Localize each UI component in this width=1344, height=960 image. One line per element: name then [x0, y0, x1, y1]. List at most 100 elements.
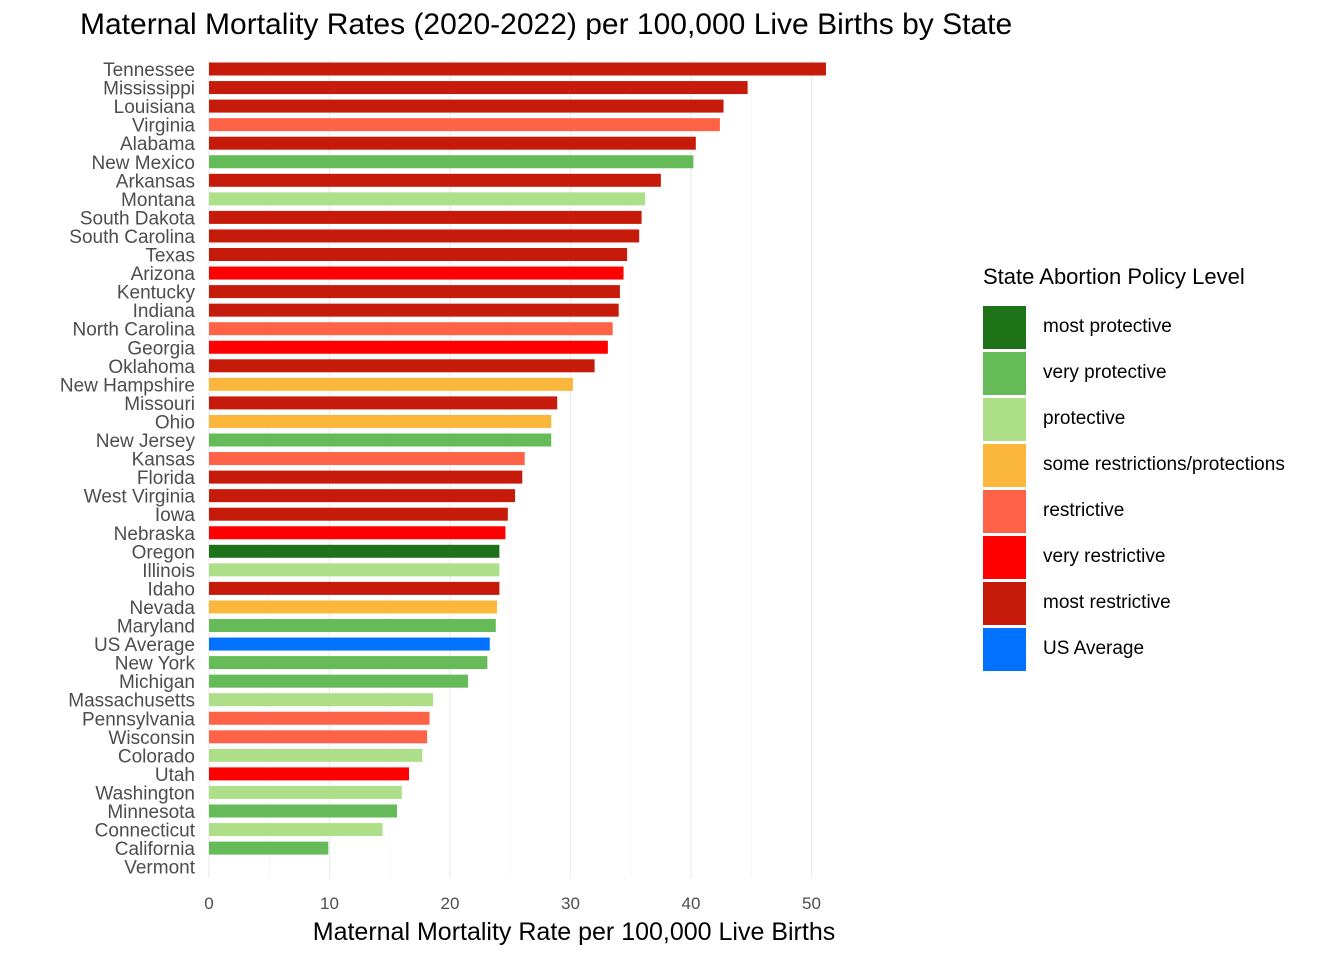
- category-label-arizona: Arizona: [131, 264, 196, 285]
- category-label-kansas: Kansas: [132, 450, 195, 471]
- category-label-south-carolina: South Carolina: [69, 227, 195, 248]
- bar-us-average: [209, 637, 490, 651]
- category-label-montana: Montana: [121, 190, 195, 211]
- legend-swatch: [983, 305, 1026, 349]
- bar-nevada: [209, 600, 497, 614]
- legend-swatch: [983, 351, 1026, 395]
- x-tick-label: 0: [204, 894, 213, 913]
- category-label-mississippi: Mississippi: [103, 79, 195, 100]
- bar-michigan: [209, 674, 469, 688]
- x-tick-label: 10: [320, 894, 339, 913]
- bar-california: [209, 841, 329, 855]
- x-tick-labels: 0 10 20 30 40 50: [204, 894, 821, 913]
- bar-texas: [209, 248, 628, 261]
- category-label-oregon: Oregon: [132, 542, 195, 563]
- legend-swatch: [983, 535, 1026, 579]
- legend-label: restrictive: [1043, 500, 1125, 521]
- category-label-virginia: Virginia: [132, 116, 195, 137]
- category-label-new-jersey: New Jersey: [96, 431, 196, 452]
- bar-minnesota: [209, 804, 397, 818]
- legend-item-protective: protective: [983, 396, 1285, 442]
- legend-items: most protective very protective protective…: [983, 304, 1285, 672]
- category-label-colorado: Colorado: [118, 746, 195, 767]
- bars: [209, 62, 826, 855]
- category-label-vermont: Vermont: [124, 858, 195, 879]
- category-label-nebraska: Nebraska: [114, 524, 196, 545]
- bar-west-virginia: [209, 489, 516, 503]
- legend-label: some restrictions/protections: [1043, 454, 1285, 475]
- legend: State Abortion Policy Level most protect…: [983, 264, 1285, 672]
- legend-swatch: [983, 627, 1026, 671]
- bar-ohio: [209, 414, 552, 428]
- bar-wisconsin: [209, 730, 428, 744]
- bar-oklahoma: [209, 359, 595, 373]
- category-label-arkansas: Arkansas: [116, 171, 195, 192]
- category-label-tennessee: Tennessee: [103, 60, 195, 81]
- bar-utah: [209, 767, 410, 781]
- category-label-minnesota: Minnesota: [107, 802, 195, 823]
- category-label-michigan: Michigan: [119, 672, 195, 693]
- bar-arizona: [209, 266, 624, 280]
- category-label-connecticut: Connecticut: [95, 821, 196, 842]
- category-label-wisconsin: Wisconsin: [108, 728, 195, 749]
- legend-swatch: [983, 443, 1026, 487]
- category-label-illinois: Illinois: [142, 561, 195, 582]
- category-label-new-york: New York: [115, 654, 196, 675]
- bar-alabama: [209, 136, 696, 150]
- category-label-indiana: Indiana: [133, 301, 196, 322]
- category-label-iowa: Iowa: [155, 505, 196, 526]
- category-label-nevada: Nevada: [130, 598, 196, 619]
- category-label-pennsylvania: Pennsylvania: [82, 709, 195, 730]
- chart-title: Maternal Mortality Rates (2020-2022) per…: [80, 8, 1013, 41]
- bar-montana: [209, 192, 646, 206]
- bar-virginia: [209, 118, 720, 132]
- bar-pennsylvania: [209, 711, 430, 725]
- bar-south-dakota: [209, 210, 642, 224]
- legend-label: very protective: [1043, 362, 1167, 383]
- category-label-georgia: Georgia: [127, 338, 195, 359]
- legend-item-very-protective: very protective: [983, 350, 1285, 396]
- category-label-massachusetts: Massachusetts: [68, 691, 195, 712]
- x-tick-label: 40: [682, 894, 701, 913]
- x-tick-label: 20: [441, 894, 460, 913]
- category-label-north-carolina: North Carolina: [73, 320, 196, 341]
- category-labels: TennesseeMississippiLouisianaVirginiaAla…: [60, 60, 196, 879]
- legend-label: most restrictive: [1043, 592, 1171, 613]
- bar-south-carolina: [209, 229, 640, 243]
- category-label-oklahoma: Oklahoma: [108, 357, 195, 378]
- bar-washington: [209, 785, 402, 799]
- bar-connecticut: [209, 823, 383, 837]
- category-label-alabama: Alabama: [120, 134, 195, 155]
- legend-swatch: [983, 489, 1026, 533]
- bar-missouri: [209, 396, 558, 410]
- bar-new-mexico: [209, 155, 694, 169]
- legend-swatch: [983, 397, 1026, 441]
- bar-kentucky: [209, 285, 620, 299]
- bar-colorado: [209, 748, 423, 762]
- legend-label: very restrictive: [1043, 546, 1166, 567]
- bar-north-carolina: [209, 322, 613, 336]
- bar-kansas: [209, 452, 525, 466]
- legend-title: State Abortion Policy Level: [983, 264, 1245, 289]
- bar-new-hampshire: [209, 377, 573, 391]
- bar-louisiana: [209, 99, 724, 113]
- category-label-missouri: Missouri: [124, 394, 195, 415]
- bar-massachusetts: [209, 693, 434, 707]
- x-tick-label: 50: [802, 894, 821, 913]
- category-label-louisiana: Louisiana: [114, 97, 196, 118]
- category-label-south-dakota: South Dakota: [80, 208, 196, 229]
- bar-maryland: [209, 619, 496, 632]
- bar-new-jersey: [209, 433, 552, 447]
- category-label-maryland: Maryland: [117, 617, 195, 638]
- category-label-kentucky: Kentucky: [117, 283, 196, 304]
- bar-idaho: [209, 581, 500, 595]
- legend-item-us-average: US Average: [983, 626, 1285, 672]
- bar-florida: [209, 470, 523, 484]
- legend-item-very-restrictive: very restrictive: [983, 534, 1285, 580]
- legend-item-restrictive: restrictive: [983, 488, 1285, 534]
- bar-iowa: [209, 507, 508, 521]
- x-axis-title: Maternal Mortality Rate per 100,000 Live…: [313, 918, 835, 946]
- category-label-washington: Washington: [95, 783, 195, 804]
- x-tick-label: 30: [561, 894, 580, 913]
